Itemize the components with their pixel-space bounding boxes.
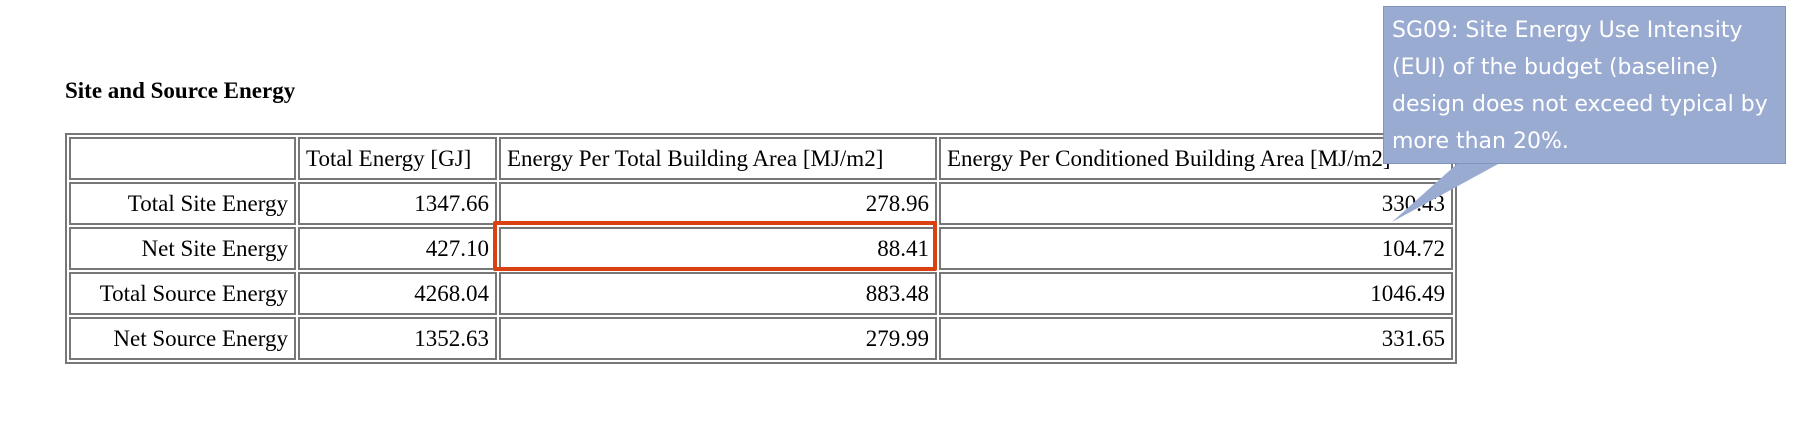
section-title: Site and Source Energy [65,78,296,103]
cell-energy-per-conditioned-area: 330.43 [939,182,1453,225]
header-total-energy: Total Energy [GJ] [298,137,497,180]
cell-total-energy: 1352.63 [298,317,497,360]
table-row: Net Site Energy 427.10 88.41 104.72 [69,227,1453,270]
row-label: Total Source Energy [69,272,296,315]
header-energy-per-conditioned-area: Energy Per Conditioned Building Area [MJ… [939,137,1453,180]
cell-energy-per-total-area: 279.99 [499,317,937,360]
cell-total-energy: 427.10 [298,227,497,270]
cell-total-energy: 4268.04 [298,272,497,315]
row-label: Total Site Energy [69,182,296,225]
row-label: Net Site Energy [69,227,296,270]
table-row: Total Source Energy 4268.04 883.48 1046.… [69,272,1453,315]
cell-energy-per-total-area: 88.41 [499,227,937,270]
header-cell-empty [69,137,296,180]
annotation-callout: SG09: Site Energy Use Intensity (EUI) of… [1383,6,1786,164]
cell-total-energy: 1347.66 [298,182,497,225]
table-row: Total Site Energy 1347.66 278.96 330.43 [69,182,1453,225]
row-label: Net Source Energy [69,317,296,360]
table-header-row: Total Energy [GJ] Energy Per Total Build… [69,137,1453,180]
cell-energy-per-conditioned-area: 331.65 [939,317,1453,360]
cell-energy-per-conditioned-area: 104.72 [939,227,1453,270]
cell-energy-per-total-area: 278.96 [499,182,937,225]
site-source-energy-table: Total Energy [GJ] Energy Per Total Build… [65,133,1457,364]
annotation-text: SG09: Site Energy Use Intensity (EUI) of… [1392,18,1768,154]
header-energy-per-total-area: Energy Per Total Building Area [MJ/m2] [499,137,937,180]
cell-energy-per-total-area: 883.48 [499,272,937,315]
cell-energy-per-conditioned-area: 1046.49 [939,272,1453,315]
table-row: Net Source Energy 1352.63 279.99 331.65 [69,317,1453,360]
